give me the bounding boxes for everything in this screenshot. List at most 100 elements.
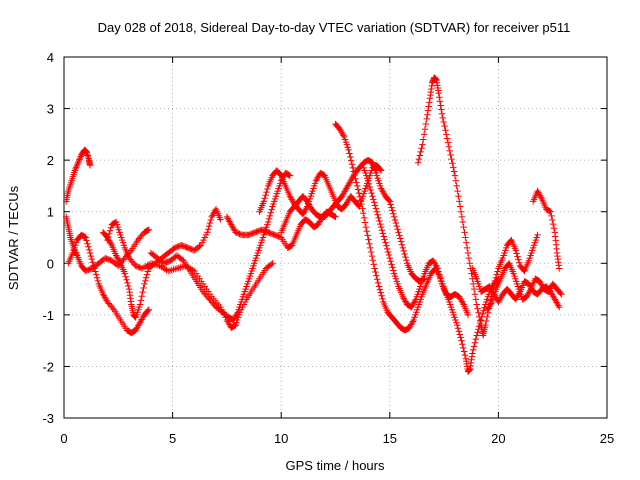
data-point	[459, 218, 466, 226]
data-point	[463, 239, 470, 246]
data-point	[401, 250, 408, 258]
data-point	[74, 159, 82, 166]
data-point	[87, 252, 95, 260]
data-point	[546, 207, 553, 215]
data-point	[204, 229, 211, 236]
data-point	[471, 291, 479, 298]
data-point	[332, 213, 339, 221]
data-point	[426, 99, 433, 106]
data-point	[303, 204, 310, 212]
data-point	[409, 318, 417, 325]
data-point	[537, 194, 545, 201]
data-point	[437, 102, 444, 109]
data-point	[456, 331, 463, 338]
data-point	[367, 186, 374, 194]
data-point	[348, 161, 356, 168]
y-tick-label: 3	[47, 102, 54, 117]
data-point	[105, 230, 113, 238]
data-point	[465, 254, 473, 262]
data-point	[438, 106, 445, 113]
data-point	[368, 252, 376, 260]
data-point	[107, 224, 115, 231]
data-point	[331, 213, 338, 220]
data-point	[386, 198, 393, 205]
data-point	[365, 180, 373, 188]
data-point	[268, 206, 275, 213]
data-point	[376, 286, 384, 293]
data-point	[420, 276, 427, 283]
data-point	[377, 166, 384, 173]
data-point	[377, 289, 384, 296]
data-point	[205, 222, 213, 230]
data-point	[557, 289, 564, 297]
data-point	[400, 247, 407, 255]
x-tick-label: 25	[600, 431, 614, 446]
data-point	[137, 264, 145, 272]
data-point	[72, 164, 80, 171]
data-point	[381, 236, 388, 243]
data-point	[397, 238, 405, 245]
data-point	[369, 256, 377, 264]
data-point	[512, 247, 519, 254]
data-point	[458, 337, 465, 344]
data-point	[121, 270, 129, 277]
data-point	[421, 126, 429, 133]
data-point	[141, 280, 148, 288]
data-point	[72, 165, 79, 173]
data-point	[366, 183, 374, 191]
data-point	[391, 216, 399, 224]
data-point	[175, 264, 182, 272]
data-point	[365, 236, 372, 243]
data-point	[393, 222, 400, 230]
x-tick-label: 5	[169, 431, 176, 446]
data-point	[492, 274, 499, 281]
data-point	[91, 265, 98, 272]
data-point	[144, 227, 152, 234]
data-point	[266, 212, 274, 220]
data-point	[106, 227, 114, 234]
data-point	[460, 348, 468, 355]
data-point	[264, 185, 271, 193]
data-point	[558, 291, 565, 298]
data-point	[206, 219, 214, 227]
data-point	[366, 240, 373, 247]
data-point	[76, 156, 83, 163]
data-point	[351, 171, 358, 179]
series-sat-9	[278, 156, 380, 236]
data-point	[85, 243, 92, 250]
data-point	[476, 317, 484, 325]
data-point	[89, 259, 96, 266]
data-point	[370, 261, 377, 268]
data-point	[361, 219, 369, 226]
data-point	[373, 272, 380, 279]
data-point	[411, 297, 419, 305]
data-point	[92, 268, 99, 275]
data-point	[494, 268, 501, 275]
data-point	[116, 258, 123, 265]
data-point	[93, 274, 101, 281]
data-point	[435, 268, 442, 275]
series-sat-6	[147, 169, 294, 324]
data-point	[372, 205, 380, 212]
data-point	[143, 271, 151, 278]
series-sat-16	[484, 260, 565, 313]
data-point	[125, 282, 132, 290]
data-point	[265, 215, 273, 223]
series-sat-15	[529, 187, 563, 272]
y-tick-label: 4	[47, 50, 54, 65]
data-point	[145, 226, 152, 233]
data-point	[459, 299, 466, 307]
data-point	[438, 110, 446, 117]
data-point	[482, 321, 489, 329]
data-point	[446, 147, 453, 155]
data-point	[458, 213, 466, 221]
y-tick-label: 0	[47, 256, 54, 271]
data-point	[383, 242, 390, 249]
data-point	[205, 226, 212, 233]
data-point	[464, 311, 472, 319]
data-point	[472, 296, 480, 303]
data-point	[177, 264, 184, 271]
y-tick-label: -3	[42, 411, 54, 426]
data-point	[388, 261, 395, 268]
data-point	[166, 267, 174, 274]
